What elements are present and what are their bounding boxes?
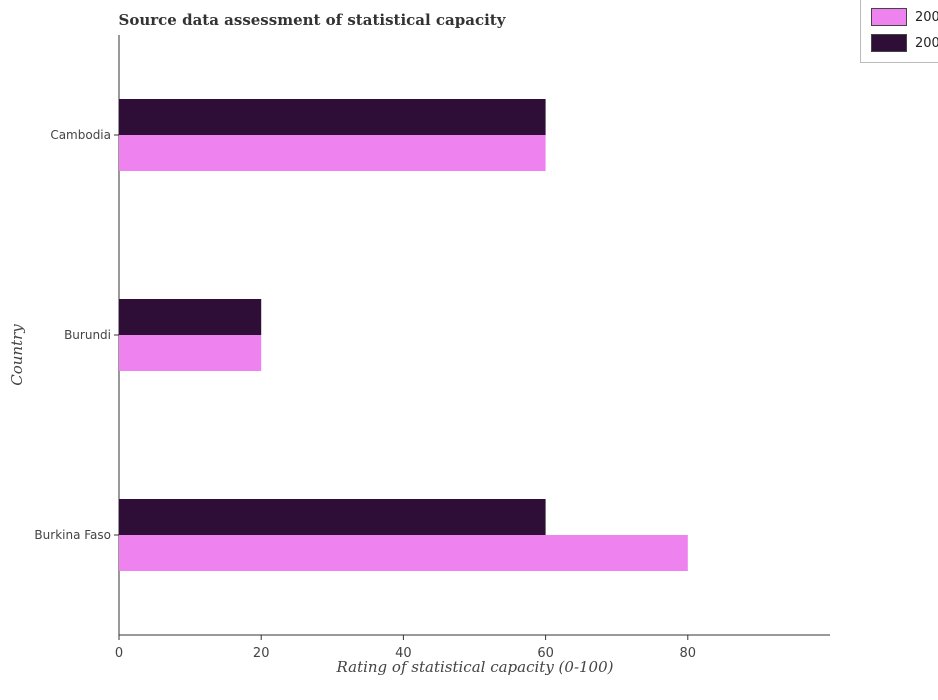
y-tick-label: Cambodia bbox=[50, 128, 111, 142]
x-tick-label: 60 bbox=[537, 646, 554, 661]
legend: 2004 2005 bbox=[860, 0, 938, 63]
legend-label-2005: 2005 bbox=[915, 35, 938, 51]
legend-item-2004: 2004 bbox=[871, 7, 938, 27]
plot-area: 0 20 40 60 80 Burkina Faso Burundi Cambodia bbox=[34, 35, 830, 661]
chart-title: Source data assessment of statistical ca… bbox=[119, 11, 507, 29]
x-tick-label: 20 bbox=[253, 646, 270, 661]
y-axis-label: Country bbox=[8, 324, 26, 386]
bar-2004 bbox=[119, 135, 546, 171]
bar-2004 bbox=[119, 335, 262, 371]
legend-swatch-2005 bbox=[871, 34, 907, 52]
legend-item-2005: 2005 bbox=[871, 33, 938, 53]
bar-2005 bbox=[119, 299, 262, 335]
x-tick-label: 40 bbox=[395, 646, 412, 661]
x-tick-label: 0 bbox=[115, 646, 123, 661]
bar-2004 bbox=[119, 535, 688, 571]
x-axis-label: Rating of statistical capacity (0-100) bbox=[335, 658, 613, 676]
x-tick-label: 80 bbox=[680, 646, 697, 661]
bar-2005 bbox=[119, 499, 546, 535]
y-tick-label: Burundi bbox=[64, 328, 111, 342]
y-tick-label: Burkina Faso bbox=[34, 528, 111, 542]
legend-label-2004: 2004 bbox=[915, 9, 938, 25]
legend-swatch-2004 bbox=[871, 8, 907, 26]
bar-2005 bbox=[119, 99, 546, 135]
